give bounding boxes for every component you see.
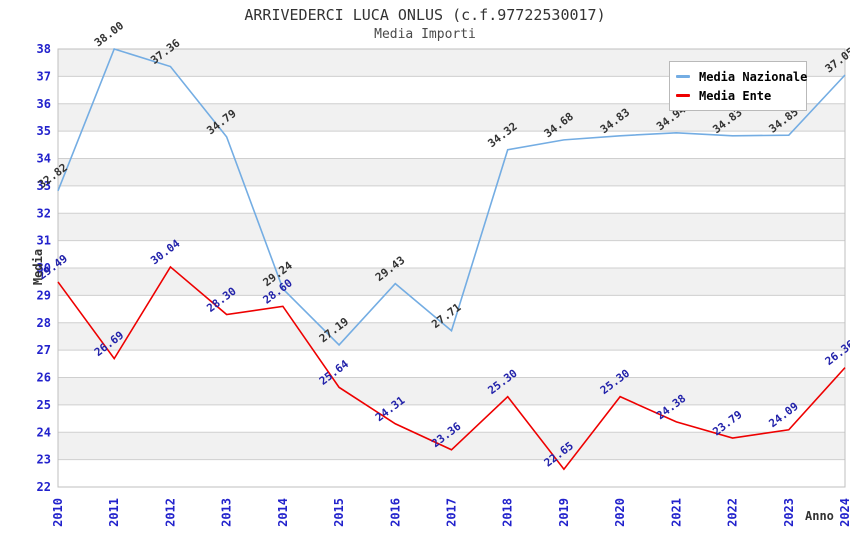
x-tick-label: 2019 — [557, 498, 571, 527]
y-tick-label: 27 — [37, 343, 51, 357]
y-tick-label: 22 — [37, 480, 51, 494]
legend-label: Media Nazionale — [699, 69, 808, 84]
x-tick-label: 2017 — [445, 498, 459, 527]
y-tick-label: 33 — [37, 179, 51, 193]
x-tick-label: 2020 — [613, 498, 627, 527]
legend-item-media-nazionale: Media Nazionale — [676, 67, 808, 86]
legend: Media Nazionale Media Ente — [669, 61, 807, 111]
x-tick-label: 2010 — [51, 498, 65, 527]
y-tick-label: 31 — [37, 234, 51, 248]
y-tick-label: 36 — [37, 97, 51, 111]
y-tick-label: 30 — [37, 261, 51, 275]
alt-band — [58, 322, 845, 351]
alt-band — [58, 158, 845, 186]
y-axis-title: Media — [31, 248, 45, 286]
y-tick-label: 29 — [37, 288, 51, 302]
chart-subtitle: Media Importi — [374, 27, 476, 42]
data-label: 38.00 — [92, 19, 126, 49]
y-tick-label: 24 — [37, 425, 51, 439]
y-tick-label: 38 — [37, 42, 51, 56]
x-tick-label: 2014 — [276, 498, 290, 527]
series-line-media-nazionale — [57, 48, 846, 347]
legend-label: Media Ente — [699, 88, 772, 103]
legend-swatch-icon — [676, 75, 690, 78]
y-tick-label: 37 — [37, 69, 51, 83]
y-tick-label: 26 — [37, 371, 51, 385]
y-tick-label: 34 — [37, 152, 51, 166]
x-tick-label: 2018 — [501, 498, 515, 527]
y-tick-label: 32 — [37, 206, 51, 220]
x-tick-label: 2015 — [332, 498, 346, 527]
x-axis-title: Anno — [805, 509, 834, 523]
plot-border — [57, 48, 846, 488]
alt-band — [58, 432, 845, 460]
alt-band — [58, 213, 845, 241]
alt-band — [58, 268, 845, 296]
x-tick-label: 2011 — [107, 498, 121, 527]
alt-band — [58, 377, 845, 405]
x-tick-label: 2016 — [388, 498, 402, 527]
x-tick-label: 2022 — [726, 498, 740, 527]
legend-swatch-icon — [676, 94, 690, 97]
x-tick-label: 2013 — [220, 498, 234, 527]
x-tick-label: 2021 — [669, 498, 683, 527]
series-line-media-ente — [57, 265, 846, 471]
y-tick-label: 23 — [37, 453, 51, 467]
data-label: 30.04 — [148, 237, 183, 268]
y-tick-label: 25 — [37, 398, 51, 412]
y-tick-label: 28 — [37, 316, 51, 330]
legend-item-media-ente: Media Ente — [676, 86, 806, 105]
x-tick-label: 2023 — [782, 498, 796, 527]
x-tick-label: 2024 — [838, 498, 850, 527]
y-tick-label: 35 — [37, 124, 51, 138]
x-tick-label: 2012 — [163, 498, 177, 527]
chart-title: ARRIVEDERCI LUCA ONLUS (c.f.97722530017) — [244, 6, 606, 24]
